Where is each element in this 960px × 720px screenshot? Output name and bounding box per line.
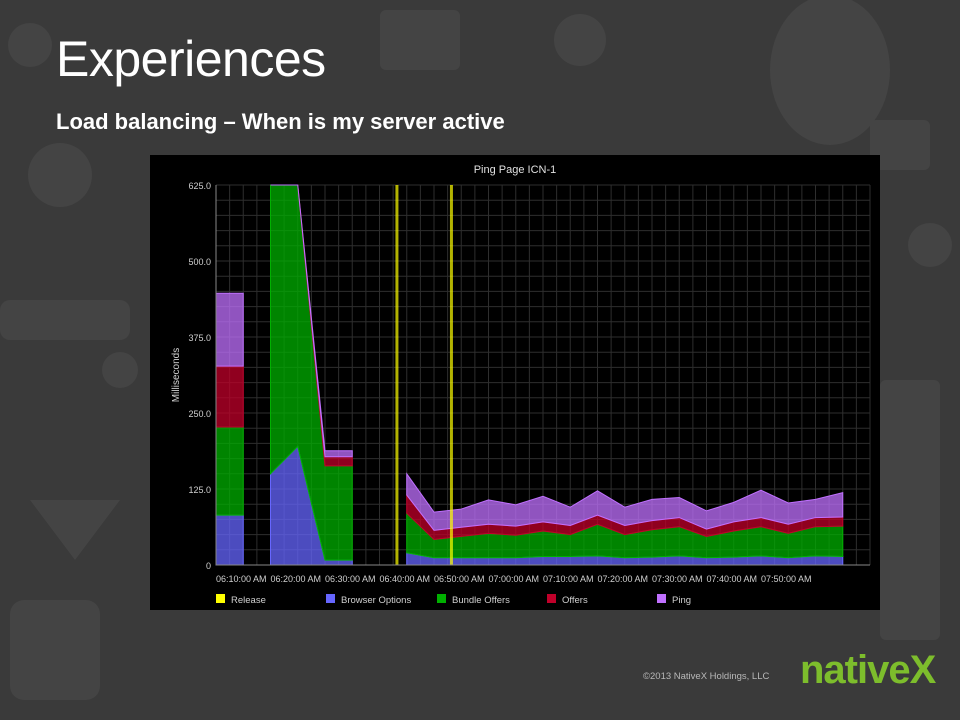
- legend-label: Ping: [672, 595, 691, 606]
- x-tick-label: 07:30:00 AM: [652, 574, 703, 584]
- slide-subtitle: Load balancing – When is my server activ…: [56, 109, 505, 134]
- gear-icon: [8, 23, 52, 67]
- y-axis-label: Milliseconds: [171, 348, 182, 402]
- legend-swatch: [547, 594, 556, 603]
- x-tick-label: 06:50:00 AM: [434, 574, 485, 584]
- chart-container: Ping Page ICN-1 625.0 500.0 375.0 250.0 125.0…: [150, 155, 880, 610]
- y-tick-label: 375.0: [188, 333, 211, 343]
- legend-swatch: [326, 594, 335, 603]
- legend-swatch: [657, 594, 666, 603]
- bar-chart-icon: [870, 120, 930, 170]
- y-tick-label: 125.0: [188, 485, 211, 495]
- ping-chart: Ping Page ICN-1 625.0 500.0 375.0 250.0 125.0…: [150, 155, 880, 610]
- x-tick-label: 07:50:00 AM: [761, 574, 812, 584]
- x-tick-label: 06:20:00 AM: [271, 574, 322, 584]
- logo-text: nativeX: [800, 648, 937, 693]
- copyright-text: ©2013 NativeX Holdings, LLC: [643, 671, 770, 682]
- arrow-shape: [880, 380, 940, 640]
- y-tick-label: 0: [206, 561, 211, 571]
- area-offers: [215, 365, 244, 428]
- x-tick-label: 06:30:00 AM: [325, 574, 376, 584]
- legend-swatch: [437, 594, 446, 603]
- x-tick-label: 06:10:00 AM: [216, 574, 267, 584]
- logo-word: native: [800, 648, 911, 692]
- gear-icon: [908, 223, 952, 267]
- area-ping: [270, 184, 353, 458]
- bar-chart-icon: [380, 10, 460, 70]
- x-tick-label: 07:10:00 AM: [543, 574, 594, 584]
- y-tick-label: 250.0: [188, 409, 211, 419]
- down-arrow-icon: [30, 500, 120, 560]
- legend-label: Browser Options: [341, 595, 411, 606]
- chart-title: Ping Page ICN-1: [474, 164, 557, 176]
- x-tick-label: 07:40:00 AM: [707, 574, 758, 584]
- gear-icon: [554, 14, 606, 66]
- x-tick-label: 06:40:00 AM: [380, 574, 431, 584]
- x-tick-label: 07:00:00 AM: [489, 574, 540, 584]
- y-tick-label: 625.0: [188, 181, 211, 191]
- area-browser-options: [215, 514, 244, 566]
- gear-icon: [102, 352, 138, 388]
- nativex-logo: nativeX: [800, 648, 940, 708]
- bulb-icon: [770, 0, 890, 145]
- legend-swatch: [216, 594, 225, 603]
- legend-label: Bundle Offers: [452, 595, 510, 606]
- slide-title: Experiences: [56, 31, 326, 87]
- x-tick-label: 07:20:00 AM: [598, 574, 649, 584]
- area-ping: [215, 292, 244, 367]
- legend-label: Release: [231, 595, 266, 606]
- gear-icon: [28, 143, 92, 207]
- arrow-shape: [0, 300, 130, 340]
- logo-accent: X: [909, 648, 937, 692]
- area-bundle-offers: [215, 426, 244, 516]
- puzzle-shape: [10, 600, 100, 700]
- area-ping: [406, 472, 844, 531]
- legend-label: Offers: [562, 595, 588, 606]
- y-tick-label: 500.0: [188, 257, 211, 267]
